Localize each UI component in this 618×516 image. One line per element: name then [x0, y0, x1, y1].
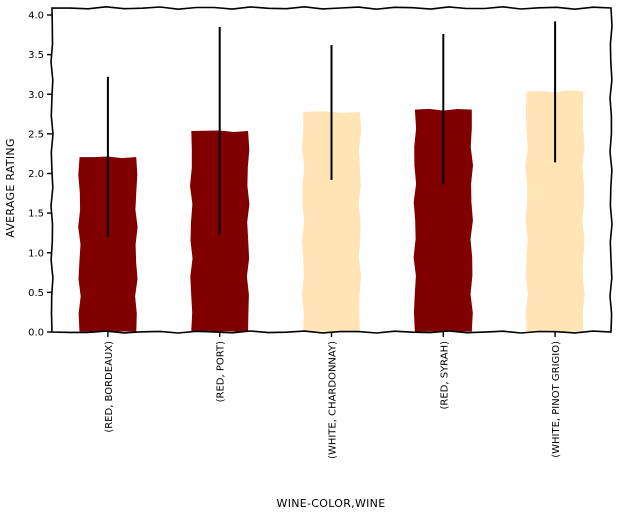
y-tick-label: 1.5	[28, 209, 44, 220]
x-tick-label: (RED, BORDEAUX)	[104, 341, 115, 433]
y-axis-label: AVERAGE RATING	[4, 138, 17, 238]
bars-layer	[78, 90, 585, 332]
y-tick-label: 1.0	[28, 248, 44, 259]
y-tick-label: 0.5	[28, 288, 44, 299]
y-tick-label: 3.5	[28, 50, 44, 61]
bar	[525, 90, 585, 332]
bar	[413, 108, 474, 332]
x-axis-label: WINE-COLOR,WINE	[277, 497, 386, 510]
plot-frame	[50, 5, 613, 334]
bar	[78, 156, 138, 332]
x-tick-label: (RED, PORT)	[216, 341, 227, 402]
x-tick-label: (WHITE, CHARDONNAY)	[328, 341, 339, 459]
bar	[301, 111, 362, 332]
y-tick-label: 0.0	[28, 328, 44, 339]
x-tick-label: (WHITE, PINOT GRIGIO)	[551, 341, 562, 458]
y-tick-label: 2.0	[28, 169, 44, 180]
y-tick-label: 4.0	[28, 11, 44, 22]
x-axis: (RED, BORDEAUX) (RED, PORT) (WHITE, CHARDO…	[104, 332, 562, 459]
y-tick-label: 3.0	[28, 90, 44, 101]
y-axis: 0.0 0.5 1.0 1.5 2.0 2.5 3.0 3.5 4.0	[28, 11, 52, 339]
error-bars-layer	[106, 21, 557, 237]
x-tick-label: (RED, SYRAH)	[439, 341, 450, 410]
y-tick-label: 2.5	[28, 129, 44, 140]
